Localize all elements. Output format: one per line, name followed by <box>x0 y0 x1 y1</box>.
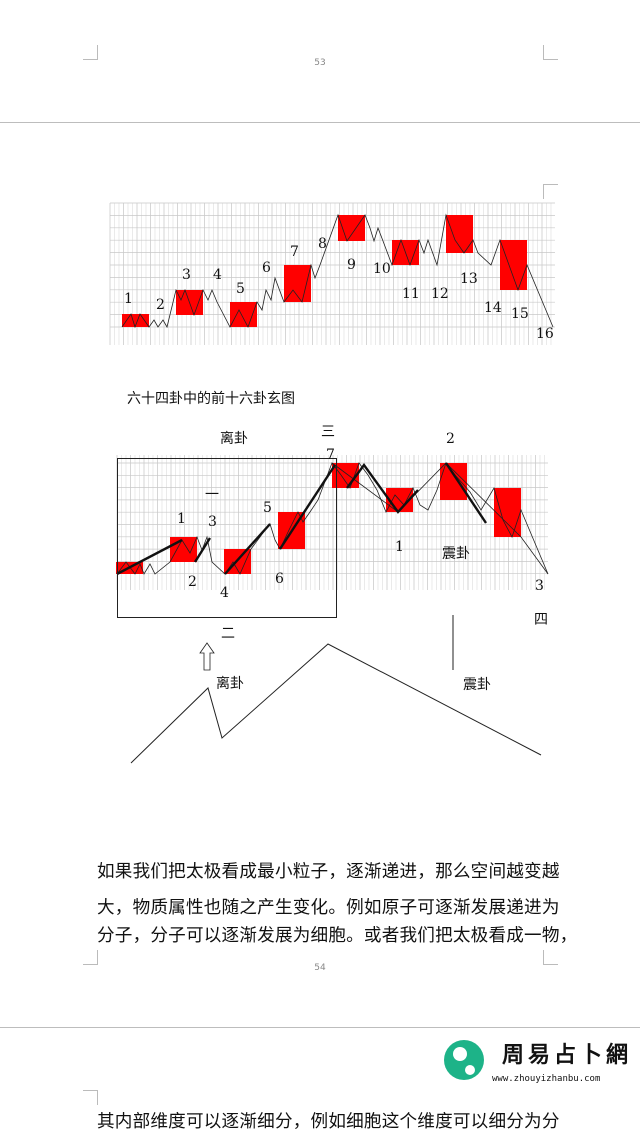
label-li: 离卦 <box>220 430 248 447</box>
trend-line <box>130 643 542 764</box>
label-5: 5 <box>263 500 272 516</box>
figure2-thick-line <box>346 462 419 514</box>
hexagram-box <box>230 302 257 327</box>
page-separator <box>0 1027 640 1028</box>
label-li: 离卦 <box>216 675 244 692</box>
hexagram-label: 4 <box>213 267 222 283</box>
label-4: 4 <box>220 585 229 601</box>
label-1: 1 <box>395 539 404 555</box>
label-si: 四 <box>534 612 548 628</box>
hexagram-label: 10 <box>373 261 391 277</box>
crop-mark <box>83 45 98 60</box>
li-trigram-frame <box>117 458 337 618</box>
label-1: 1 <box>177 511 186 527</box>
label-zhen: 震卦 <box>442 546 470 562</box>
crop-mark <box>83 1090 98 1105</box>
hexagram-label: 16 <box>536 326 554 342</box>
hexagram-label: 15 <box>511 306 529 322</box>
label-3: 3 <box>535 578 544 594</box>
crop-mark <box>83 950 98 965</box>
label-3: 3 <box>208 514 217 530</box>
hexagram-box <box>440 463 467 500</box>
paragraph-line: 大，物质属性也随之产生变化。例如原子可逐渐发展递进为 <box>97 898 560 918</box>
hexagram-label: 6 <box>262 260 271 276</box>
hexagram-label: 14 <box>484 300 502 316</box>
paragraph-line: 如果我们把太极看成最小粒子，逐渐递进，那么空间越变越 <box>97 862 560 882</box>
hexagram-box <box>170 537 197 562</box>
label-san: 三 <box>321 424 335 440</box>
crop-mark <box>543 184 558 199</box>
hexagram-label: 12 <box>431 286 449 302</box>
crop-mark <box>543 950 558 965</box>
figure-caption: 六十四卦中的前十六卦玄图 <box>127 391 295 407</box>
hexagram-label: 13 <box>460 271 478 287</box>
hexagram-label: 11 <box>402 286 420 302</box>
label-6: 6 <box>275 571 284 587</box>
page-separator <box>0 122 640 123</box>
hexagram-label: 5 <box>236 281 245 297</box>
hexagram-box <box>494 488 521 537</box>
label-zhen: 震卦 <box>463 677 491 693</box>
paragraph-line: 其内部维度可以逐渐细分，例如细胞这个维度可以细分为分 <box>97 1112 560 1132</box>
watermark-url: www.zhouyizhanbu.com <box>492 1074 600 1084</box>
figure2-thick-line <box>278 464 337 550</box>
figure2-thick-line <box>193 537 212 563</box>
hexagram-box <box>500 240 527 290</box>
page-number: 53 <box>314 58 326 68</box>
label-2: 2 <box>446 431 455 447</box>
page-number: 54 <box>314 963 326 973</box>
hexagram-box <box>446 215 473 253</box>
up-arrow-icon <box>199 642 215 671</box>
paragraph-line: 分子，分子可以逐渐发展为细胞。或者我们把太极看成一物， <box>97 926 578 946</box>
label-er: 二 <box>221 626 235 642</box>
figure1-zigzag <box>121 213 554 329</box>
hexagram-label: 8 <box>318 236 327 252</box>
figure2-thick-line <box>445 462 487 524</box>
figure2-grid <box>116 455 548 590</box>
figure2-thick-line <box>116 538 183 576</box>
hexagram-label: 2 <box>156 297 165 313</box>
hexagram-label: 9 <box>347 257 356 273</box>
label-yi: 一 <box>205 487 219 503</box>
figure2-thick-line <box>224 523 271 575</box>
hexagram-box <box>338 215 365 241</box>
figure1-grid <box>109 202 555 345</box>
hexagram-label: 7 <box>290 244 299 260</box>
hexagram-label: 1 <box>124 291 133 307</box>
label-7: 7 <box>326 447 335 463</box>
hexagram-label: 3 <box>182 267 191 283</box>
watermark-logo: 周易占卜網 www.zhouyizhanbu.com <box>440 1034 640 1087</box>
crop-mark <box>543 45 558 60</box>
label-2: 2 <box>188 574 197 590</box>
watermark-name: 周易占卜網 <box>502 1042 632 1068</box>
